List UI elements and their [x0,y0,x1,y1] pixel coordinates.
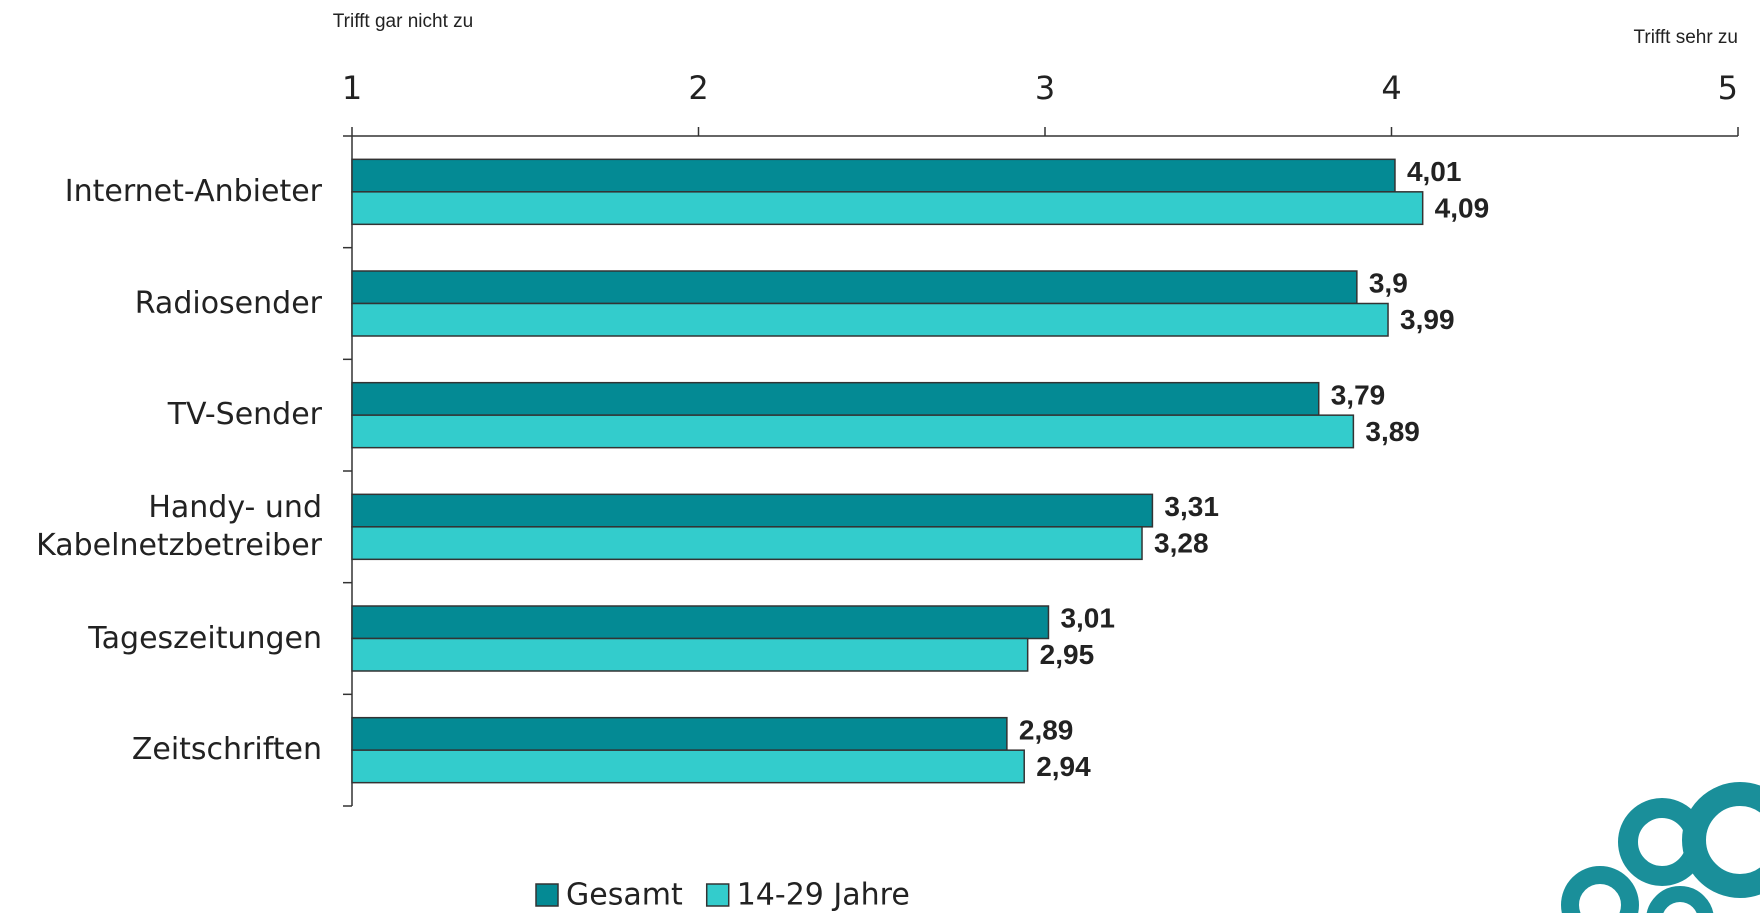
x-tick-label: 5 [1718,69,1738,107]
y-tick-label: Internet-Anbieter [22,173,322,211]
value-label: 2,89 [1019,714,1074,745]
bar [352,159,1395,192]
bar [352,750,1024,783]
bar [352,383,1319,416]
bar [352,192,1423,225]
bar [352,639,1028,672]
logo [1570,794,1760,913]
value-label: 3,89 [1365,416,1420,447]
bar [352,527,1142,560]
x-tick-label: 2 [688,69,708,107]
legend-swatch [536,884,558,906]
annotation-left: Trifft gar nicht zu [333,11,473,32]
value-label: 4,09 [1435,192,1490,223]
legend-label: Gesamt [566,878,683,913]
y-tick-label: Radiosender [22,285,322,323]
x-tick-label: 3 [1035,69,1055,107]
y-tick-label: Zeitschriften [22,731,322,769]
value-label: 3,99 [1400,304,1455,335]
bar [352,718,1007,751]
value-label: 3,01 [1060,603,1115,634]
chart-svg: Trifft gar nicht zu Trifft sehr zu 1 2 3 4 5… [0,0,1760,913]
y-tick-label: Tageszeitungen [22,620,322,658]
bar [352,606,1048,639]
bar [352,415,1353,448]
bar [352,494,1152,527]
value-label: 2,94 [1036,751,1091,782]
value-label: 3,28 [1154,527,1209,558]
value-label: 4,01 [1407,156,1462,187]
x-tick-label: 1 [342,69,362,107]
x-tick-label: 4 [1381,69,1401,107]
value-label: 3,31 [1164,491,1219,522]
value-label: 3,9 [1369,268,1408,299]
value-label: 2,95 [1040,639,1095,670]
bar [352,304,1388,337]
legend-swatch [707,884,729,906]
chart: Trifft gar nicht zu Trifft sehr zu 1 2 3 4 5… [0,0,1760,913]
annotation-right: Trifft sehr zu [1633,27,1738,48]
y-tick-label: Handy- und Kabelnetzbetreiber [22,489,322,565]
legend-label: 14-29 Jahre [737,878,910,913]
bar [352,271,1357,304]
value-label: 3,79 [1331,379,1386,410]
y-tick-label: TV-Sender [22,396,322,434]
